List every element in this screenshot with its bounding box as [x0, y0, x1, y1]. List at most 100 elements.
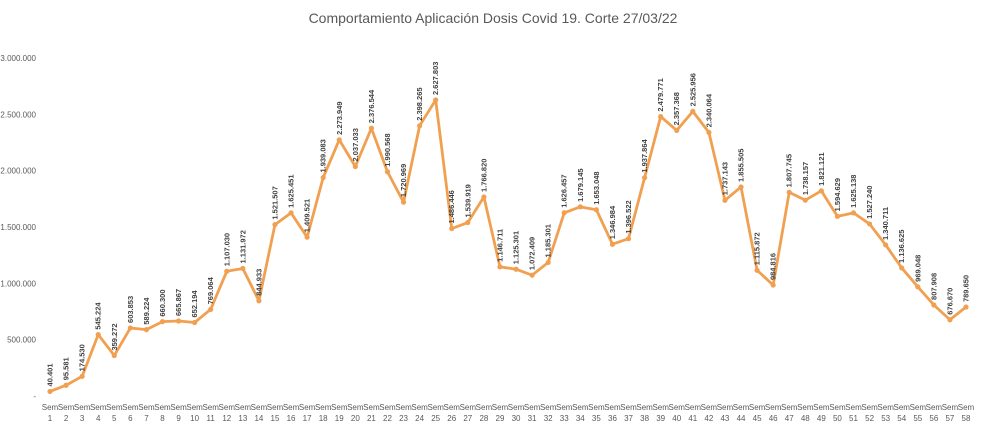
- data-point: [175, 318, 182, 324]
- x-tick-label: Sem 27: [460, 403, 477, 423]
- data-label: 807.908: [929, 273, 938, 300]
- data-point: [690, 108, 696, 115]
- data-point: [738, 184, 744, 190]
- x-tick-label: Sem 43: [717, 403, 734, 423]
- data-point: [883, 242, 889, 248]
- x-tick-label: Sem 22: [379, 403, 396, 423]
- x-tick-label: Sem 37: [620, 403, 637, 423]
- data-label: 1.807.745: [785, 154, 794, 187]
- data-label: 1.737.143: [720, 162, 729, 195]
- data-label: 665.867: [174, 289, 183, 316]
- data-label: 1.720.969: [399, 164, 408, 197]
- data-point: [786, 189, 792, 195]
- x-tick-label: Sem 30: [508, 403, 525, 423]
- x-tick-label: Sem 49: [813, 403, 830, 423]
- x-tick-label: Sem 3: [74, 403, 91, 423]
- data-label: 1.527.240: [865, 186, 874, 219]
- data-label: 1.396.522: [624, 200, 633, 233]
- x-tick-label: Sem 56: [926, 403, 943, 423]
- data-label: 545.224: [94, 302, 103, 330]
- data-point: [143, 327, 150, 333]
- data-label: 1.821.121: [817, 152, 826, 185]
- y-tick-label: 1.500.000: [0, 223, 36, 232]
- data-point: [47, 388, 53, 395]
- data-label: 1.346.984: [608, 205, 617, 239]
- data-label: 1.146.711: [495, 229, 504, 262]
- data-point: [159, 319, 166, 325]
- data-label: 2.627.803: [431, 62, 440, 95]
- data-point: [127, 325, 133, 331]
- data-label: 769.064: [206, 276, 215, 304]
- data-label: 2.273.949: [335, 101, 344, 134]
- x-tick-label: Sem 53: [877, 403, 894, 423]
- x-tick-label: Sem 29: [492, 403, 509, 423]
- x-tick-label: Sem 32: [540, 403, 557, 423]
- x-tick-label: Sem 52: [861, 403, 878, 423]
- data-label: 2.357.368: [672, 92, 681, 125]
- x-tick-label: Sem 2: [58, 403, 75, 423]
- data-point: [256, 298, 262, 304]
- data-point: [593, 207, 599, 213]
- x-tick-label: Sem 20: [347, 403, 364, 423]
- data-label: 603.853: [126, 296, 135, 323]
- x-tick-label: Sem 36: [604, 403, 621, 423]
- data-label: 1.185.301: [544, 224, 553, 257]
- data-label: 1.521.507: [270, 186, 279, 219]
- data-label: 2.340.064: [704, 93, 713, 127]
- x-tick-label: Sem 45: [749, 403, 766, 423]
- data-point: [400, 199, 407, 205]
- data-point: [931, 302, 937, 308]
- x-tick-label: Sem 15: [267, 403, 284, 423]
- data-point: [529, 272, 535, 278]
- data-label: 789.650: [962, 275, 971, 302]
- x-tick-label: Sem 33: [556, 403, 573, 423]
- data-point: [384, 169, 391, 175]
- x-tick-label: Sem 11: [202, 403, 219, 423]
- x-tick-label: Sem 5: [106, 403, 123, 423]
- chart-title: Comportamiento Aplicación Dosis Covid 19…: [308, 10, 678, 26]
- x-tick-label: Sem 9: [170, 403, 187, 423]
- data-point: [658, 114, 664, 120]
- data-label: 174.530: [78, 344, 87, 371]
- data-label: 1.125.301: [512, 231, 521, 264]
- x-tick-label: Sem 4: [90, 403, 107, 423]
- data-point: [240, 265, 246, 272]
- x-tick-label: Sem 7: [138, 403, 155, 423]
- y-tick-label: -: [33, 392, 36, 401]
- data-label: 652.194: [190, 290, 199, 318]
- x-tick-label: Sem 25: [427, 403, 444, 423]
- data-label: 1.766.820: [479, 159, 488, 192]
- data-label: 1.855.505: [737, 149, 746, 182]
- data-label: 95.581: [62, 357, 71, 380]
- y-tick-label: 500.000: [7, 336, 36, 345]
- data-label: 1.131.972: [238, 230, 247, 263]
- x-tick-label: Sem 16: [283, 403, 300, 423]
- data-point: [336, 137, 342, 143]
- data-label: 1.626.457: [560, 174, 569, 207]
- data-point: [224, 268, 230, 274]
- y-tick-label: 1.000.000: [0, 279, 36, 288]
- data-label: 969.048: [913, 255, 922, 282]
- data-point: [674, 127, 680, 134]
- x-tick-label: Sem 58: [958, 403, 975, 423]
- data-point: [63, 382, 69, 388]
- data-point: [192, 319, 198, 326]
- x-tick-label: Sem 34: [572, 403, 589, 423]
- data-label: 1.340.711: [881, 207, 890, 240]
- data-label: 2.037.033: [351, 128, 360, 161]
- x-tick-label: Sem 38: [636, 403, 653, 423]
- data-point: [818, 188, 824, 194]
- data-point: [272, 221, 278, 228]
- data-label: 1.679.145: [576, 168, 585, 201]
- y-tick-label: 2.500.000: [0, 110, 36, 119]
- data-point: [481, 194, 487, 200]
- data-point: [368, 125, 375, 131]
- data-label: 1.539.919: [463, 184, 472, 217]
- data-label: 359.272: [110, 323, 119, 350]
- data-point: [561, 210, 567, 216]
- x-tick-label: Sem 23: [395, 403, 412, 423]
- data-point: [497, 264, 503, 270]
- x-tick-label: Sem 26: [444, 403, 461, 423]
- data-point: [449, 225, 455, 232]
